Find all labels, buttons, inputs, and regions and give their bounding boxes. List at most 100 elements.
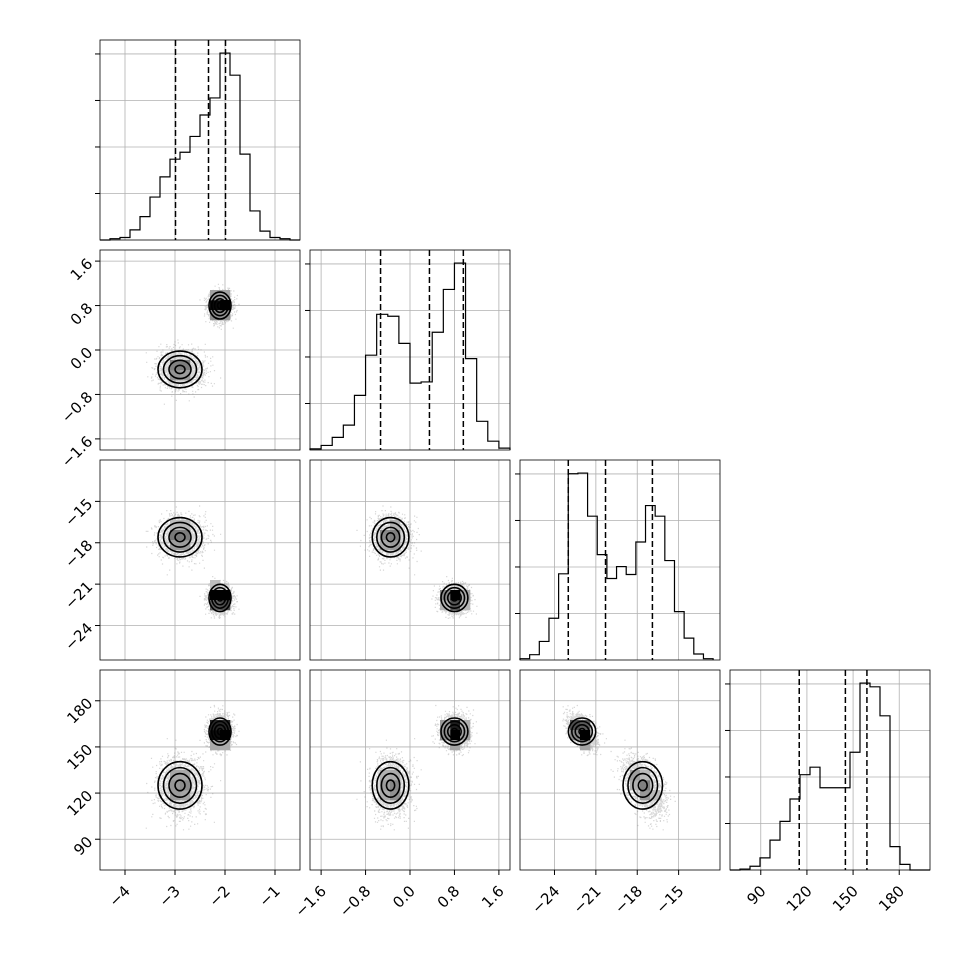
x-tick-label: −1 bbox=[255, 882, 283, 910]
contour-line bbox=[578, 727, 586, 736]
contour-line bbox=[574, 723, 590, 740]
x-tick-label: 1.6 bbox=[478, 882, 508, 912]
contour-line bbox=[174, 532, 186, 543]
panel-frame bbox=[519, 669, 721, 871]
panel-frame bbox=[99, 669, 301, 871]
panel-background bbox=[100, 460, 300, 660]
panel-frame bbox=[519, 459, 721, 661]
x-tick-label: 150 bbox=[829, 882, 862, 915]
contour-line bbox=[216, 727, 224, 736]
contour-line bbox=[622, 760, 664, 810]
density-cell bbox=[170, 520, 181, 531]
contour-line bbox=[371, 760, 410, 810]
histogram-step bbox=[100, 52, 300, 241]
density-cell bbox=[170, 360, 181, 371]
panel-frame bbox=[99, 459, 301, 661]
contour-line bbox=[162, 521, 198, 553]
contour-line bbox=[443, 720, 466, 743]
contour-line bbox=[216, 301, 224, 310]
contour-line bbox=[567, 717, 597, 746]
panel-background bbox=[100, 670, 300, 870]
x-tick-label: −18 bbox=[611, 882, 646, 917]
contour-line bbox=[380, 772, 401, 799]
density-cell bbox=[180, 370, 191, 381]
contour-line bbox=[174, 364, 186, 375]
contour-line bbox=[213, 298, 227, 314]
y-tick-label: 0.8 bbox=[67, 299, 97, 329]
contour-line bbox=[174, 779, 186, 792]
contour-line bbox=[632, 772, 654, 799]
x-tick-label: −1.6 bbox=[291, 882, 329, 920]
contour-line bbox=[440, 583, 469, 613]
contour-line bbox=[385, 779, 396, 792]
contour-line bbox=[446, 723, 462, 740]
y-tick-label: 150 bbox=[63, 741, 96, 774]
y-tick-label: −24 bbox=[61, 619, 96, 654]
panel-content bbox=[145, 283, 240, 405]
density-cell bbox=[380, 780, 391, 791]
density-cell bbox=[460, 720, 471, 731]
scatter-panel-2-1 bbox=[99, 249, 301, 451]
density-cell bbox=[210, 310, 221, 321]
contour-line bbox=[162, 766, 198, 804]
contour-line bbox=[216, 594, 224, 602]
contour-line bbox=[162, 354, 198, 384]
contour-line bbox=[450, 727, 459, 736]
panel-content bbox=[356, 704, 478, 831]
x-tick-label: 0.0 bbox=[389, 882, 419, 912]
contour-line bbox=[208, 291, 232, 320]
density-cell bbox=[630, 780, 641, 791]
contour-line bbox=[157, 760, 203, 810]
x-tick-label: 180 bbox=[875, 882, 908, 915]
histogram-step bbox=[519, 472, 714, 660]
histogram-panel-2 bbox=[305, 249, 511, 451]
y-tick-label: −21 bbox=[61, 578, 96, 613]
histogram-step bbox=[309, 262, 511, 450]
contour-line bbox=[157, 516, 203, 558]
density-cell bbox=[220, 720, 231, 731]
contour-line bbox=[168, 772, 192, 799]
contour-line bbox=[376, 521, 406, 553]
scatter-panel-3-2 bbox=[309, 459, 511, 661]
x-tick-label: 0.8 bbox=[434, 882, 464, 912]
contour-line bbox=[168, 526, 192, 548]
contour-line bbox=[450, 594, 459, 602]
y-tick-label: −18 bbox=[61, 536, 96, 571]
contour-line bbox=[385, 532, 396, 543]
scatter-panel-4-3 bbox=[519, 669, 721, 871]
contour-line bbox=[213, 590, 227, 606]
density-cell bbox=[440, 600, 451, 611]
x-tick-label: −0.8 bbox=[336, 882, 374, 920]
panel-frame bbox=[309, 459, 511, 661]
density-cell bbox=[170, 370, 181, 381]
contour-line bbox=[627, 766, 659, 804]
panel-background bbox=[730, 670, 930, 870]
density-cell bbox=[210, 720, 221, 731]
panel-content bbox=[145, 505, 240, 619]
density-cell bbox=[440, 720, 451, 731]
contour-line bbox=[213, 723, 227, 740]
contour-line bbox=[210, 586, 230, 609]
panel-frame bbox=[729, 669, 931, 871]
density-cell bbox=[170, 540, 181, 551]
contour-line bbox=[637, 779, 648, 792]
density-cell bbox=[220, 740, 231, 751]
y-tick-label: 180 bbox=[63, 694, 96, 727]
y-tick-label: 0.0 bbox=[67, 344, 97, 374]
x-tick-label: −4 bbox=[105, 882, 133, 910]
y-tick-label: −15 bbox=[61, 495, 96, 530]
panel-frame bbox=[99, 39, 301, 241]
y-tick-label: 90 bbox=[70, 833, 96, 859]
contour-line bbox=[208, 583, 232, 613]
density-cell bbox=[580, 730, 591, 741]
panel-frame bbox=[309, 249, 511, 451]
density-cell bbox=[640, 790, 651, 801]
density-cell bbox=[220, 290, 231, 301]
y-tick-label: −0.8 bbox=[58, 388, 96, 426]
density-cell bbox=[640, 770, 651, 781]
y-tick-label: 120 bbox=[63, 787, 96, 820]
contour-line bbox=[376, 766, 406, 804]
density-cell bbox=[630, 770, 641, 781]
density-cell bbox=[390, 520, 401, 531]
